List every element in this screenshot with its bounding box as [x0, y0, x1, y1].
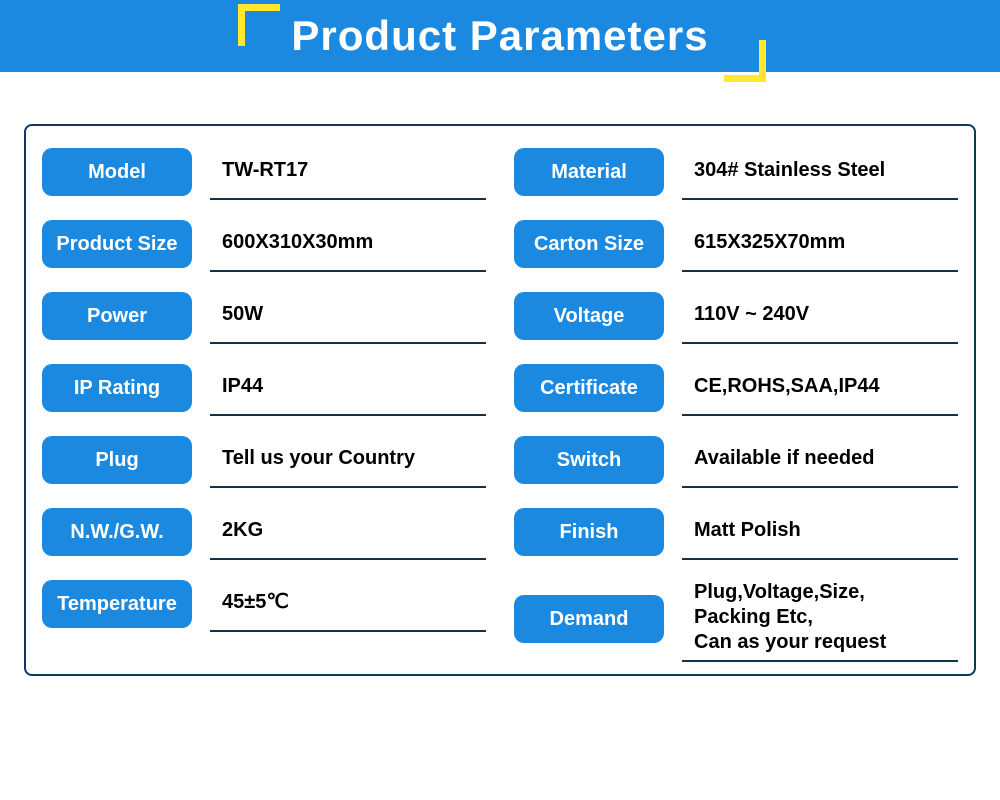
row-finish: Finish Matt Polish — [514, 504, 958, 560]
row-temperature: Temperature 45±5℃ — [42, 576, 486, 632]
row-power: Power 50W — [42, 288, 486, 344]
label-nw-gw: N.W./G.W. — [42, 508, 192, 556]
header-band: Product Parameters — [0, 0, 1000, 72]
value-carton-size: 615X325X70mm — [682, 216, 958, 272]
bracket-bottom-right — [724, 40, 766, 82]
parameters-column-left: Model TW-RT17 Product Size 600X310X30mm … — [42, 144, 486, 662]
row-material: Material 304# Stainless Steel — [514, 144, 958, 200]
value-switch: Available if needed — [682, 432, 958, 488]
parameters-column-right: Material 304# Stainless Steel Carton Siz… — [514, 144, 958, 662]
row-plug: Plug Tell us your Country — [42, 432, 486, 488]
label-plug: Plug — [42, 436, 192, 484]
label-temperature: Temperature — [42, 580, 192, 628]
value-nw-gw: 2KG — [210, 504, 486, 560]
value-model: TW-RT17 — [210, 144, 486, 200]
label-demand: Demand — [514, 595, 664, 643]
value-power: 50W — [210, 288, 486, 344]
value-voltage: 110V ~ 240V — [682, 288, 958, 344]
label-material: Material — [514, 148, 664, 196]
label-power: Power — [42, 292, 192, 340]
label-carton-size: Carton Size — [514, 220, 664, 268]
bracket-top-left — [238, 4, 280, 46]
row-voltage: Voltage 110V ~ 240V — [514, 288, 958, 344]
label-finish: Finish — [514, 508, 664, 556]
value-ip-rating: IP44 — [210, 360, 486, 416]
label-model: Model — [42, 148, 192, 196]
value-finish: Matt Polish — [682, 504, 958, 560]
value-material: 304# Stainless Steel — [682, 144, 958, 200]
row-nw-gw: N.W./G.W. 2KG — [42, 504, 486, 560]
value-product-size: 600X310X30mm — [210, 216, 486, 272]
label-switch: Switch — [514, 436, 664, 484]
parameters-table: Model TW-RT17 Product Size 600X310X30mm … — [24, 124, 976, 676]
row-model: Model TW-RT17 — [42, 144, 486, 200]
value-certificate: CE,ROHS,SAA,IP44 — [682, 360, 958, 416]
value-temperature: 45±5℃ — [210, 576, 486, 632]
page-title: Product Parameters — [291, 12, 708, 60]
row-ip-rating: IP Rating IP44 — [42, 360, 486, 416]
label-voltage: Voltage — [514, 292, 664, 340]
row-product-size: Product Size 600X310X30mm — [42, 216, 486, 272]
label-certificate: Certificate — [514, 364, 664, 412]
value-plug: Tell us your Country — [210, 432, 486, 488]
row-carton-size: Carton Size 615X325X70mm — [514, 216, 958, 272]
row-certificate: Certificate CE,ROHS,SAA,IP44 — [514, 360, 958, 416]
label-product-size: Product Size — [42, 220, 192, 268]
value-demand: Plug,Voltage,Size, Packing Etc, Can as y… — [682, 576, 958, 662]
row-demand: Demand Plug,Voltage,Size, Packing Etc, C… — [514, 576, 958, 662]
label-ip-rating: IP Rating — [42, 364, 192, 412]
row-switch: Switch Available if needed — [514, 432, 958, 488]
